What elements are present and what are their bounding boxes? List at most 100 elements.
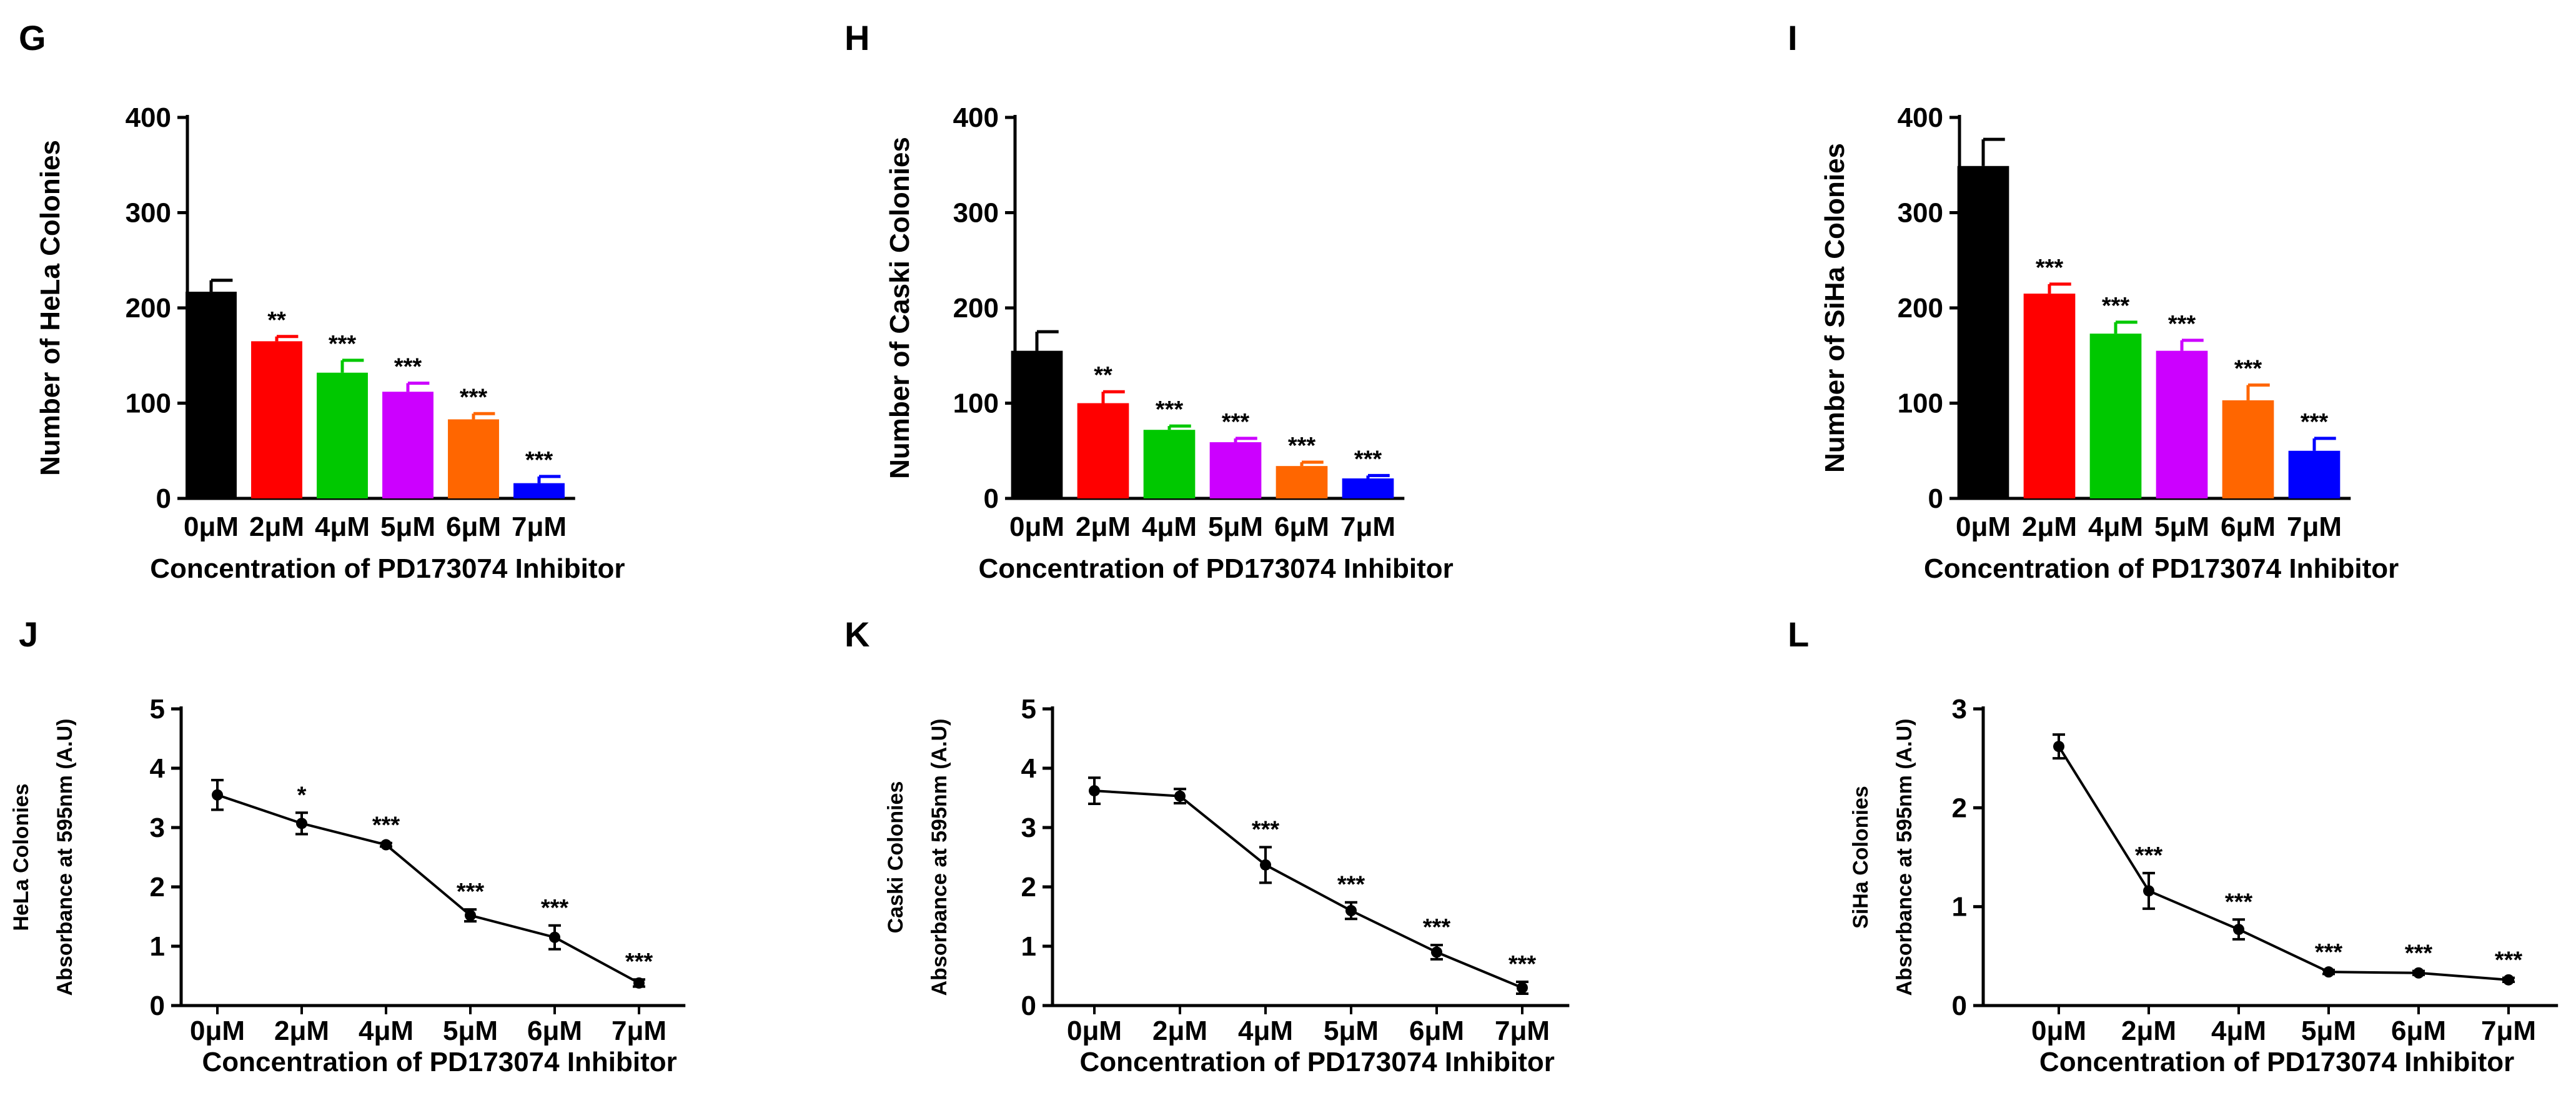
x-axis-label: Concentration of PD173074 Inhibitor xyxy=(1924,553,2399,584)
y-axis-label-line1: Caski Colonies xyxy=(884,781,908,934)
significance-label: *** xyxy=(525,447,553,473)
y-tick-label: 400 xyxy=(1898,102,1943,133)
x-tick-label: 7μM xyxy=(1340,512,1395,542)
significance-label: *** xyxy=(2036,255,2064,281)
x-tick-label: 0μM xyxy=(1067,1016,1122,1046)
bar xyxy=(382,392,433,498)
x-tick-label: 0μM xyxy=(2031,1016,2086,1046)
x-axis-label: Concentration of PD173074 Inhibitor xyxy=(1080,1047,1555,1077)
y-tick-label: 300 xyxy=(1898,198,1943,229)
y-tick-label: 200 xyxy=(1898,293,1943,324)
data-point xyxy=(2503,974,2514,986)
x-tick-label: 4μM xyxy=(359,1016,414,1046)
y-tick-label: 0 xyxy=(1021,991,1036,1021)
significance-label: *** xyxy=(394,354,422,380)
y-tick-label: 0 xyxy=(150,991,165,1021)
y-tick-label: 400 xyxy=(126,102,171,133)
y-axis-label-line2: Absorbance at 595nm (A.U) xyxy=(1893,719,1916,996)
y-axis-label-line1: HeLa Colonies xyxy=(9,783,33,931)
y-tick-label: 0 xyxy=(984,483,999,514)
significance-label: *** xyxy=(2315,939,2343,966)
x-axis-label: Concentration of PD173074 Inhibitor xyxy=(2039,1047,2514,1077)
panel-letter: G xyxy=(19,18,46,57)
data-point xyxy=(2323,966,2334,978)
x-tick-label: 6μM xyxy=(1274,512,1329,542)
y-tick-label: 1 xyxy=(150,931,165,962)
significance-label: *** xyxy=(2495,947,2523,974)
data-point xyxy=(633,977,645,989)
significance-label: *** xyxy=(1156,397,1184,423)
y-tick-label: 5 xyxy=(150,694,165,725)
x-tick-label: 2μM xyxy=(274,1016,329,1046)
panel-h: H 0 100 200 300 400 0μM 2μM 4μM 5μM 6μM 7μM Concentr… xyxy=(845,18,1454,584)
x-tick-label: 7μM xyxy=(1495,1016,1550,1046)
bar xyxy=(2156,350,2208,498)
x-axis-label: Concentration of PD173074 Inhibitor xyxy=(150,553,625,584)
bar xyxy=(1209,442,1262,498)
bar xyxy=(448,419,499,498)
significance-label: *** xyxy=(1288,433,1316,459)
data-point xyxy=(296,818,307,829)
y-tick-label: 3 xyxy=(1021,813,1036,843)
significance-label: *** xyxy=(460,384,488,410)
y-axis-label: Number of SiHa Colonies xyxy=(1820,143,1850,473)
significance-label: *** xyxy=(2301,409,2329,435)
x-axis-label: Concentration of PD173074 Inhibitor xyxy=(978,553,1453,584)
x-tick-label: 4μM xyxy=(315,512,370,542)
significance-label: *** xyxy=(457,879,485,905)
x-tick-label: 5μM xyxy=(443,1016,498,1046)
y-tick-label: 300 xyxy=(953,198,999,229)
x-tick-label: 5μM xyxy=(2154,512,2209,542)
significance-label: ** xyxy=(1094,362,1112,388)
y-axis-label-line2: Absorbance at 595nm (A.U) xyxy=(53,719,77,996)
panel-letter: K xyxy=(845,615,869,654)
data-point xyxy=(2413,967,2424,979)
data-point xyxy=(1345,905,1357,916)
panel-i: I 0 100 200 300 400 0μM 2μM 4μM 5μM 6μM 7μM Concentr… xyxy=(1788,18,2399,584)
y-tick-label: 200 xyxy=(126,293,171,324)
y-axis-label-line1: SiHa Colonies xyxy=(1849,786,1873,929)
bar xyxy=(2023,294,2076,498)
y-tick-label: 100 xyxy=(953,388,999,419)
panel-letter: J xyxy=(19,615,38,654)
x-tick-label: 6μM xyxy=(2221,512,2276,542)
data-point xyxy=(212,789,223,801)
y-tick-label: 2 xyxy=(1021,872,1036,903)
x-tick-label: 6μM xyxy=(1409,1016,1464,1046)
significance-label: *** xyxy=(1354,446,1382,472)
x-tick-label: 4μM xyxy=(2088,512,2143,542)
y-tick-label: 3 xyxy=(150,813,165,843)
y-tick-label: 400 xyxy=(953,102,999,133)
x-tick-label: 5μM xyxy=(1324,1016,1379,1046)
y-tick-label: 300 xyxy=(126,198,171,229)
y-tick-label: 2 xyxy=(150,872,165,903)
y-axis-label: Number of HeLa Colonies xyxy=(35,140,66,476)
bar xyxy=(1957,166,2009,498)
y-tick-label: 4 xyxy=(1021,753,1037,784)
data-point xyxy=(1260,859,1271,871)
significance-label: ** xyxy=(267,307,286,334)
data-point xyxy=(2143,885,2154,897)
significance-label: *** xyxy=(2225,889,2253,915)
significance-label: *** xyxy=(1423,914,1451,941)
x-tick-label: 2μM xyxy=(1076,512,1131,542)
data-point xyxy=(1089,785,1100,797)
series-line xyxy=(217,793,640,984)
y-tick-label: 0 xyxy=(1952,991,1967,1021)
significance-label: *** xyxy=(1337,872,1365,898)
panel-letter: I xyxy=(1788,18,1798,57)
bar xyxy=(1077,403,1129,498)
y-tick-label: 5 xyxy=(1021,694,1036,725)
significance-label: *** xyxy=(625,949,653,975)
bar xyxy=(186,292,237,498)
x-tick-label: 2μM xyxy=(1152,1016,1207,1046)
data-point xyxy=(1517,982,1528,994)
y-tick-label: 2 xyxy=(1952,793,1967,823)
bar xyxy=(2222,400,2274,498)
significance-label: *** xyxy=(372,813,400,839)
x-tick-label: 0μM xyxy=(1009,512,1064,542)
significance-label: *** xyxy=(1222,409,1250,435)
significance-label: *** xyxy=(2168,311,2196,337)
